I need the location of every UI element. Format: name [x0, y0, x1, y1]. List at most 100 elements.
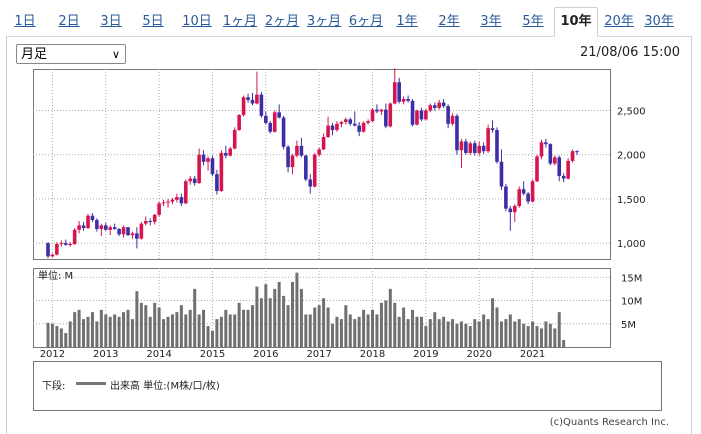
volume-bar [331, 323, 335, 347]
volume-bar [202, 309, 206, 347]
candle-body [330, 125, 335, 130]
candle-body [50, 254, 55, 257]
candle-body [183, 181, 188, 204]
candle-body [232, 129, 237, 149]
volume-bar [113, 314, 117, 347]
tab-5y[interactable]: 5年 [522, 14, 544, 29]
period-select[interactable]: 月足 ∨ [16, 44, 126, 64]
volume-bar [259, 298, 263, 347]
tab-3y[interactable]: 3年 [480, 14, 502, 29]
price-tick-label: 2,000 [617, 151, 646, 162]
tab-30y[interactable]: 30年 [644, 14, 674, 29]
volume-bar [130, 319, 134, 347]
volume-bar [353, 319, 357, 347]
candle-body [179, 197, 184, 204]
candle-body [277, 112, 281, 118]
tab-10d[interactable]: 10日 [182, 14, 212, 29]
candle-body [450, 115, 455, 124]
volume-bar [348, 314, 352, 347]
volume-bar [179, 305, 183, 347]
candle-body [544, 142, 548, 145]
candle-body [68, 243, 72, 245]
candle-body [295, 145, 299, 156]
candle-body [428, 105, 433, 111]
volume-bar [170, 314, 174, 347]
x-tick-label: 2014 [146, 349, 171, 360]
x-tick-label: 2021 [520, 349, 545, 360]
volume-bar [322, 298, 326, 347]
volume-bar [295, 272, 299, 347]
candle-body [143, 221, 148, 224]
volume-bar [491, 298, 495, 347]
tab-2d[interactable]: 2日 [58, 14, 80, 29]
volume-bar [446, 321, 450, 347]
tab-2m[interactable]: 2ヶ月 [264, 14, 300, 29]
volume-bar [215, 319, 219, 347]
candle-body [63, 243, 68, 245]
candle-body [250, 99, 255, 104]
volume-bar [317, 305, 321, 347]
candle-body [539, 142, 544, 157]
candle-body [557, 157, 562, 176]
candle-body [415, 110, 419, 125]
candle-body [170, 199, 175, 202]
volume-bar [433, 312, 437, 347]
candle-body [504, 186, 508, 209]
tab-3m[interactable]: 3ヶ月 [306, 14, 342, 29]
candle-body [268, 122, 273, 132]
candle-body [304, 155, 308, 180]
candle-body [357, 125, 361, 132]
chevron-down-icon: ∨ [111, 48, 120, 61]
candle-body [55, 243, 59, 255]
tab-5d[interactable]: 5日 [142, 14, 164, 29]
candle-body [103, 225, 108, 230]
tab-1m[interactable]: 1ヶ月 [222, 14, 258, 29]
volume-bar [455, 323, 459, 347]
candle-body [46, 243, 50, 257]
volume-bar [166, 316, 170, 347]
candle-body [157, 203, 161, 215]
tab-20y[interactable]: 20年 [604, 14, 634, 29]
volume-bar [233, 314, 237, 347]
candle-body [241, 97, 246, 115]
period-select-value: 月足 [21, 47, 48, 62]
tab-6m[interactable]: 6ヶ月 [348, 14, 384, 29]
volume-bar [250, 305, 254, 347]
volume-bar [139, 302, 143, 347]
candle-body [397, 82, 401, 102]
volume-bar [86, 316, 90, 347]
candle-body [339, 122, 344, 124]
candle-body [495, 129, 499, 162]
volume-bar [362, 309, 366, 347]
tab-10y[interactable]: 10年 [554, 7, 598, 37]
tab-2y[interactable]: 2年 [438, 14, 460, 29]
x-tick-label: 2016 [253, 349, 278, 360]
volume-bar [499, 321, 503, 347]
x-tick-label: 2015 [200, 349, 225, 360]
volume-bar [175, 312, 179, 347]
volume-bar [153, 302, 157, 347]
volume-bar [122, 312, 126, 347]
candle-body [148, 221, 153, 222]
volume-bar [539, 328, 543, 347]
volume-bar [242, 309, 246, 347]
volume-bar [55, 326, 59, 347]
candle-body [477, 145, 482, 153]
candle-body [575, 151, 579, 153]
volume-bar [562, 340, 566, 347]
volume-bar [273, 288, 277, 347]
tab-3d[interactable]: 3日 [100, 14, 122, 29]
tab-1y[interactable]: 1年 [396, 14, 418, 29]
candle-body [139, 223, 144, 239]
volume-bar [451, 319, 455, 347]
tab-1d[interactable]: 1日 [14, 14, 36, 29]
volume-bar [290, 281, 294, 347]
candle-body [264, 115, 268, 123]
price-tick-label: 1,000 [617, 239, 646, 250]
volume-bar [104, 314, 108, 347]
volume-bar [335, 316, 339, 347]
volume-bar [402, 307, 406, 347]
volume-tick-label: 5M [621, 320, 636, 331]
volume-bar [99, 309, 103, 347]
volume-bar [268, 298, 272, 347]
